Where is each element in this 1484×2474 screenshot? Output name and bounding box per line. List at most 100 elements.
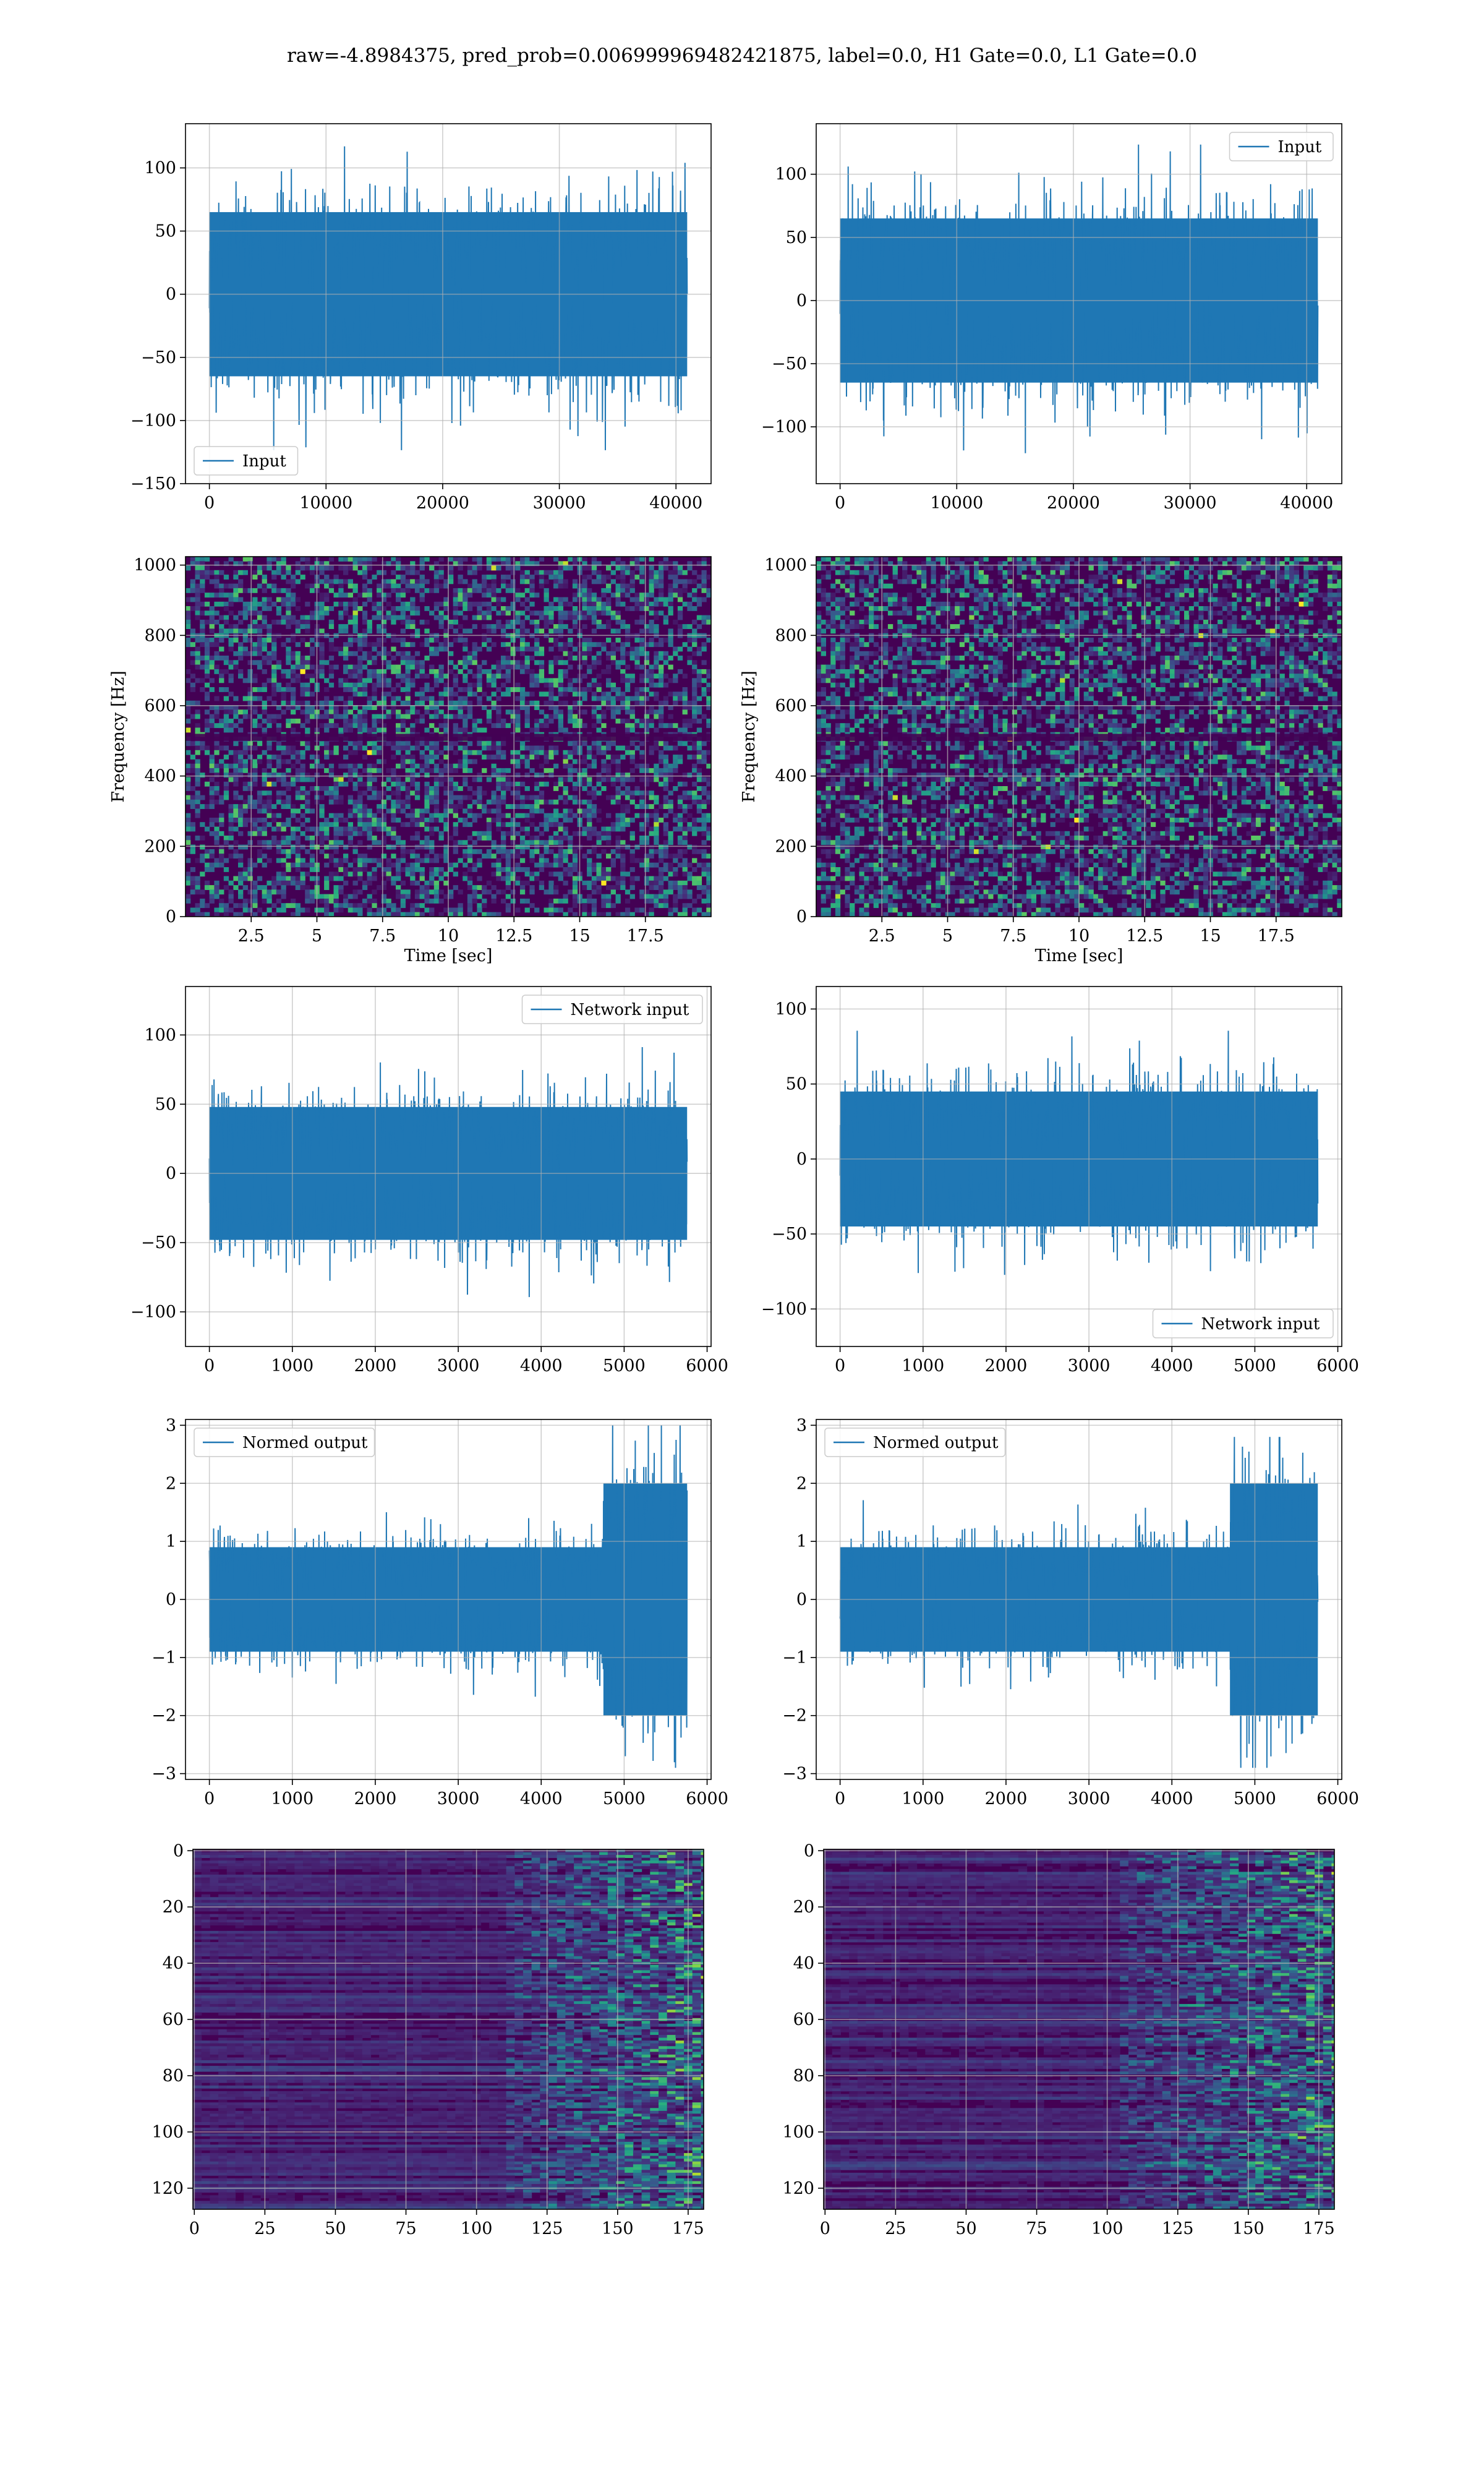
x-tick-label: 4000 [520,1356,563,1376]
x-tick-label: 100 [1091,2219,1124,2238]
x-tick-label: 4000 [1151,1356,1193,1376]
y-tick-label: −1 [151,1648,176,1667]
x-tick-label: 10 [438,927,459,946]
x-tick-label: 0 [835,494,845,513]
plot-area [816,1419,1342,1779]
legend-box [824,1427,1006,1457]
y-tick-label: 2 [166,1474,176,1493]
y-tick-label: 2 [796,1474,807,1493]
axes-frame [823,1849,1335,2210]
plot-area [816,557,1342,917]
y-tick-label: 1 [166,1532,176,1551]
x-tick-label: 25 [885,2219,906,2238]
x-tick-label: 3000 [1068,1789,1111,1808]
x-tick-label: 50 [955,2219,976,2238]
y-tick-label: 0 [796,291,807,310]
y-tick-label: −50 [141,348,176,367]
x-tick-label: 175 [1303,2219,1335,2238]
plot-area [816,124,1342,484]
x-tick-label: 30000 [1164,494,1217,513]
axes-frame [185,123,712,484]
y-tick-label: 60 [793,2010,814,2029]
y-tick-label: 40 [793,1954,814,1973]
y-tick-label: 400 [144,767,176,786]
y-tick-label: 0 [796,1150,807,1169]
panel-spectrogram-h1: 2.5 5 7.5 10 12.5 15 17.5 0 200 400 600 800 1000 Time… [109,556,712,965]
legend: Normed output [824,1427,1006,1457]
panel-input-l1: 0 10000 20000 30000 40000 −100 −50 0 50 100 Input [761,123,1342,513]
axes-frame [192,1849,704,2210]
y-tick-label: 20 [163,1898,184,1917]
x-tick-label: 3000 [437,1356,480,1376]
y-tick-label: 3 [166,1416,176,1435]
y-tick-label: 0 [796,1590,807,1609]
y-tick-label: 120 [151,2179,184,2198]
plot-area [186,987,711,1346]
panel-normed-output-h1: 0 1000 2000 3000 4000 5000 6000 −3 −2 −1 0 1 2 3 Norme… [151,1416,728,1808]
x-tick-label: 1000 [271,1789,313,1808]
panel-spectrogram-l1: 2.5 5 7.5 10 12.5 15 17.5 0 200 400 600 800 1000 Time… [740,556,1342,965]
legend: Input [1229,132,1334,161]
x-tick-label: 2.5 [238,927,265,946]
x-tick-label: 2000 [985,1356,1028,1376]
x-tick-label: 0 [189,2219,200,2238]
y-tick-label: −1 [782,1648,807,1667]
y-tick-label: −150 [130,474,176,494]
y-tick-label: 1 [796,1532,807,1551]
x-tick-label: 0 [204,1356,215,1376]
legend-label: Network input [1201,1315,1320,1333]
y-tick-label: 0 [166,1590,176,1609]
x-tick-label: 5000 [1234,1356,1276,1376]
legend-box [1229,132,1334,161]
x-axis-label: Time [sec] [1035,946,1124,965]
axes-frame [185,986,712,1347]
legend-box [1152,1309,1334,1338]
legend: Network input [1152,1309,1334,1338]
plot-area [193,1849,704,2209]
x-tick-label: 7.5 [369,927,396,946]
y-tick-label: 200 [775,837,807,856]
x-tick-label: 0 [204,1789,215,1808]
y-tick-label: 0 [804,1841,814,1860]
y-tick-label: 100 [782,2123,814,2142]
y-tick-label: 50 [155,1095,176,1114]
y-tick-label: 100 [775,999,807,1019]
figure-title: raw=-4.8984375, pred_prob=0.006999969482… [287,45,1197,67]
y-tick-label: 100 [775,165,807,184]
x-axis-label: Time [sec] [404,946,493,965]
x-tick-label: 6000 [686,1356,728,1376]
x-tick-label: 15 [569,927,590,946]
y-tick-label: −100 [130,1303,176,1322]
x-tick-label: 0 [835,1789,845,1808]
y-tick-label: 600 [775,696,807,716]
y-tick-label: −50 [772,354,807,374]
y-tick-label: 1000 [764,556,807,575]
x-tick-label: 5 [942,927,953,946]
panel-features-l1: 0 25 50 75 100 125 150 175 0 20 40 60 80 100 120 [782,1841,1335,2238]
x-tick-label: 12.5 [495,927,532,946]
panel-network-input-h1: 0 1000 2000 3000 4000 5000 6000 −100 −50 0 50 100 Ne… [130,986,728,1376]
x-tick-label: 1000 [902,1356,944,1376]
y-tick-label: −100 [761,1299,807,1319]
series-line [208,146,688,450]
legend-label: Normed output [242,1434,368,1452]
y-tick-label: 3 [796,1416,807,1435]
y-tick-label: 600 [144,696,176,716]
x-tick-label: 25 [254,2219,275,2238]
plot-area [816,987,1342,1346]
legend-label: Input [242,452,286,471]
panel-input-h1: 0 10000 20000 30000 40000 −150 −100 −50 0 50 100 In… [130,123,712,513]
plot-area [186,557,711,917]
y-tick-label: 1000 [134,556,176,575]
y-tick-label: −50 [141,1233,176,1252]
y-tick-label: 0 [166,907,176,927]
x-tick-label: 6000 [1316,1356,1359,1376]
y-tick-label: 100 [144,1025,176,1045]
axes-frame [816,986,1342,1347]
x-tick-label: 125 [531,2219,563,2238]
y-tick-label: 50 [155,222,176,241]
plot-area [824,1849,1334,2209]
y-tick-label: −100 [130,411,176,430]
x-tick-label: 12.5 [1126,927,1163,946]
